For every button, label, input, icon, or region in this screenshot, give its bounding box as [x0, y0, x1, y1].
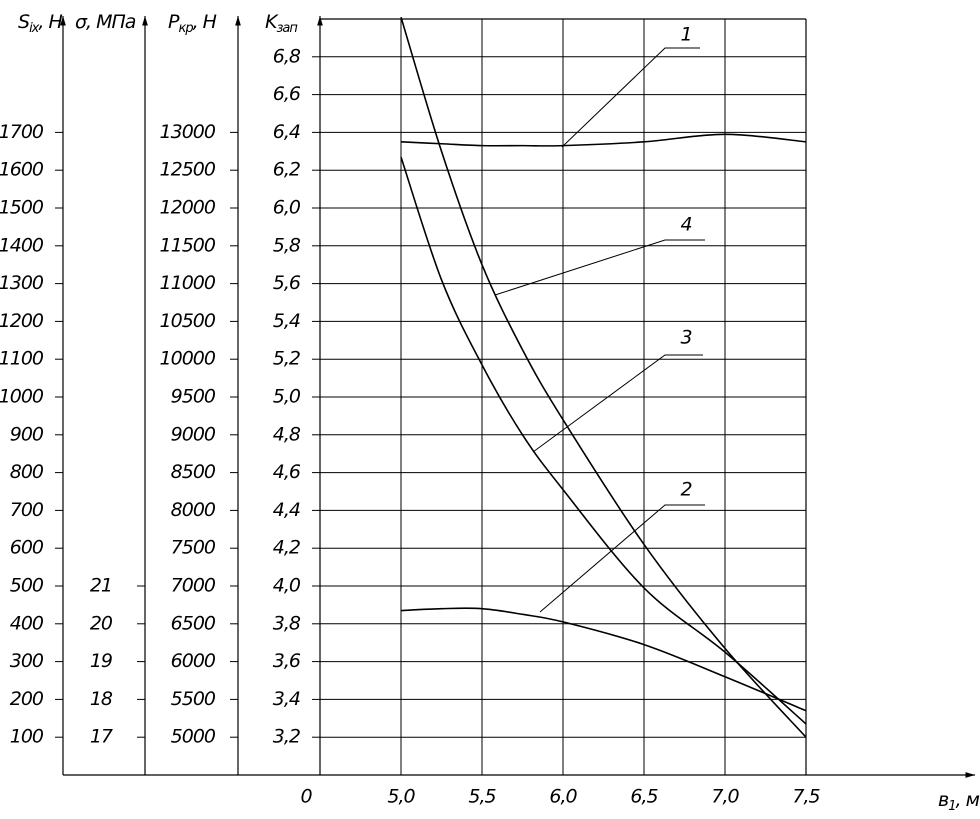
y-tick-label: 3,2 [273, 726, 300, 748]
tick-label: 17 [90, 726, 113, 748]
leader-line [532, 354, 703, 453]
tick-label: 5000 [171, 726, 216, 748]
label-symbol: S [18, 11, 30, 33]
y-tick-label: 5,4 [273, 310, 300, 332]
y-tick-label: 4,8 [273, 423, 301, 445]
label-unit: , Н [38, 11, 62, 33]
y-tick-label: 6,6 [273, 83, 301, 105]
curve [400, 156, 807, 725]
leader-line [539, 504, 705, 613]
axis-title: σ, МПа [75, 11, 136, 33]
y-tick-label: 6,0 [273, 197, 301, 219]
tick-label: 800 [10, 461, 44, 483]
leader-line [494, 239, 705, 296]
x-tick-label: 5,0 [387, 786, 415, 808]
axis-title: Pкр, Н [168, 11, 217, 36]
tick-label: 1300 [0, 272, 44, 294]
y-tick-label: 4,0 [273, 575, 301, 597]
tick-label: 100 [10, 726, 44, 748]
leader-line [561, 47, 700, 148]
tick-label: 1600 [0, 159, 44, 181]
x-tick-label: 6,5 [630, 786, 658, 808]
y-tick-label: 5,8 [273, 234, 301, 256]
tick-label: 1700 [0, 121, 44, 143]
axis-title: Six, Н [18, 11, 62, 36]
tick-label: 7500 [171, 537, 216, 559]
label-subscript: зап [276, 21, 298, 36]
tick-label: 700 [10, 499, 44, 521]
tick-label: 8000 [171, 499, 216, 521]
y-tick-label: 6,2 [273, 159, 300, 181]
tick-label: 12000 [160, 197, 216, 219]
curve [400, 133, 807, 147]
tick-label: 21 [90, 575, 112, 597]
y-axis-title: Kзап [265, 11, 298, 36]
x-tick-label: 7,5 [792, 786, 820, 808]
y-tick-label: 3,4 [273, 688, 300, 710]
label-unit: , Н [193, 11, 217, 33]
x-tick-label: 7,0 [711, 786, 739, 808]
tick-label: 18 [90, 688, 113, 710]
tick-label: 9000 [171, 423, 216, 445]
label-subscript: 1 [948, 799, 955, 814]
tick-label: 8500 [171, 461, 216, 483]
tick-label: 600 [10, 537, 44, 559]
tick-label: 10000 [160, 348, 216, 370]
tick-label: 20 [90, 612, 113, 634]
curve-label: 3 [680, 327, 691, 349]
curve-label: 1 [680, 24, 691, 46]
tick-label: 6000 [171, 650, 216, 672]
tick-label: 1100 [0, 348, 44, 370]
y-tick-label: 3,8 [273, 612, 301, 634]
tick-label: 1400 [0, 234, 44, 256]
tick-label: 900 [10, 423, 44, 445]
tick-label: 11500 [160, 234, 216, 256]
y-tick-label: 5,2 [273, 348, 300, 370]
tick-label: 11000 [160, 272, 216, 294]
y-tick-label: 6,8 [273, 45, 301, 67]
tick-label: 400 [10, 612, 44, 634]
tick-label: 19 [90, 650, 112, 672]
curve [400, 607, 807, 712]
x-tick-label: 6,0 [549, 786, 577, 808]
x-axis-title: в1, м [938, 789, 980, 814]
y-tick-label: 5,0 [273, 386, 301, 408]
tick-label: 5500 [171, 688, 216, 710]
y-tick-label: 4,6 [273, 461, 301, 483]
y-tick-label: 6,4 [273, 121, 300, 143]
curve-label: 4 [680, 214, 691, 236]
tick-label: 6500 [171, 612, 216, 634]
label-unit: , м [955, 789, 979, 811]
label-symbol: в [938, 789, 949, 811]
x-tick-label: 5,5 [468, 786, 496, 808]
label-subscript: ix [29, 21, 40, 36]
label-subscript: кр [178, 21, 193, 36]
tick-label: 9500 [171, 386, 216, 408]
y-tick-label: 4,4 [273, 499, 300, 521]
tick-label: 1200 [0, 310, 44, 332]
tick-label: 300 [10, 650, 44, 672]
tick-label: 12500 [160, 159, 216, 181]
label-symbol: σ [75, 11, 88, 33]
tick-label: 7000 [171, 575, 216, 597]
label-unit: , МПа [86, 11, 136, 33]
tick-label: 13000 [160, 121, 216, 143]
y-tick-label: 4,2 [273, 537, 300, 559]
origin-label: 0 [300, 786, 312, 808]
tick-label: 500 [10, 575, 44, 597]
tick-label: 1000 [0, 386, 44, 408]
tick-label: 10500 [160, 310, 216, 332]
y-tick-label: 3,6 [273, 650, 301, 672]
tick-label: 200 [10, 688, 44, 710]
curve-label: 2 [680, 479, 691, 501]
label-symbol: P [168, 11, 180, 33]
y-tick-label: 5,6 [273, 272, 301, 294]
curve [400, 16, 807, 738]
tick-label: 1500 [0, 197, 44, 219]
label-symbol: K [265, 11, 279, 33]
